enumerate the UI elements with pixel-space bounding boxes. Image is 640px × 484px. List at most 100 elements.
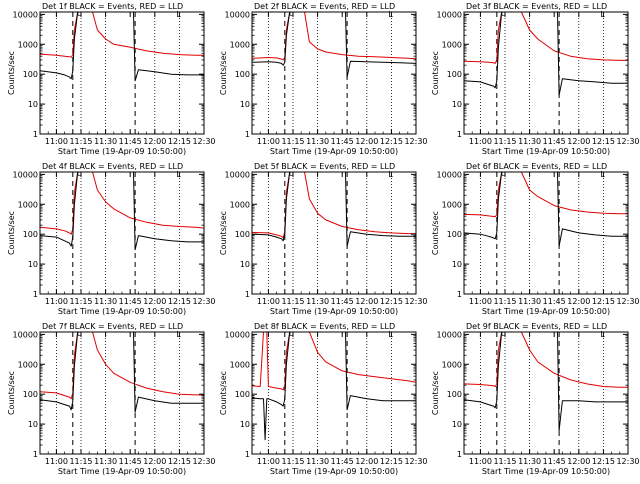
- x-tick-label: 11:30: [94, 137, 117, 146]
- x-axis-label: Start Time (19-Apr-09 10:50:00): [58, 467, 186, 476]
- y-tick-label: 10000: [225, 330, 250, 339]
- x-tick-label: 12:30: [616, 137, 639, 146]
- x-axis-label: Start Time (19-Apr-09 10:50:00): [482, 147, 610, 156]
- y-tick-label: 100: [447, 390, 462, 399]
- flag-label: c: [289, 169, 293, 178]
- y-tick-label: 1: [33, 290, 38, 299]
- y-tick-label: 10: [28, 260, 38, 269]
- x-axis-label: Start Time (19-Apr-09 10:50:00): [270, 147, 398, 156]
- x-tick-label: 12:30: [404, 457, 427, 466]
- series-line-lld: [252, 332, 416, 391]
- y-tick-label: 10000: [225, 170, 250, 179]
- y-tick-label: 1000: [18, 360, 38, 369]
- x-axis-label: Start Time (19-Apr-09 10:50:00): [58, 147, 186, 156]
- x-tick-label: 12:15: [592, 297, 615, 306]
- x-tick-label: 11:00: [45, 457, 68, 466]
- y-tick-label: 10000: [225, 10, 250, 19]
- series-line-events: [464, 172, 628, 247]
- y-tick-label: 10: [240, 260, 250, 269]
- y-tick-label: 1: [33, 450, 38, 459]
- series-line-lld: [252, 12, 416, 61]
- x-tick-label: 11:30: [306, 297, 329, 306]
- y-tick-label: 1000: [442, 40, 462, 49]
- x-tick-label: 12:15: [168, 137, 191, 146]
- x-tick-label: 12:30: [404, 137, 427, 146]
- y-tick-label: 100: [23, 70, 38, 79]
- series-line-events: [40, 12, 204, 82]
- y-axis-label: Counts/sec: [431, 371, 440, 415]
- y-tick-label: 1000: [442, 200, 462, 209]
- flag-label: c: [77, 169, 81, 178]
- y-tick-label: 1: [245, 290, 250, 299]
- series-line-lld: [464, 12, 628, 64]
- x-tick-label: 11:45: [331, 457, 354, 466]
- flag-label: c: [501, 329, 505, 338]
- x-tick-label: 11:00: [469, 297, 492, 306]
- y-tick-label: 1: [245, 450, 250, 459]
- y-tick-label: 1000: [230, 40, 250, 49]
- x-tick-label: 12:00: [567, 297, 590, 306]
- flag-label: c: [501, 9, 505, 18]
- x-axis-label: Start Time (19-Apr-09 10:50:00): [270, 307, 398, 316]
- chart-title: Det 9f BLACK = Events, RED = LLD: [466, 322, 607, 331]
- chart-title: Det 2f BLACK = Events, RED = LLD: [254, 2, 395, 11]
- y-tick-label: 100: [235, 230, 250, 239]
- series-line-events: [464, 332, 628, 432]
- x-tick-label: 11:30: [518, 457, 541, 466]
- y-tick-label: 1000: [230, 200, 250, 209]
- x-tick-label: 11:45: [543, 457, 566, 466]
- x-tick-label: 11:15: [281, 137, 304, 146]
- series-line-lld: [40, 12, 204, 58]
- x-tick-label: 12:00: [567, 457, 590, 466]
- x-tick-label: 11:15: [281, 457, 304, 466]
- x-tick-label: 11:30: [306, 137, 329, 146]
- x-axis-label: Start Time (19-Apr-09 10:50:00): [482, 467, 610, 476]
- series-line-events: [40, 172, 204, 251]
- x-tick-label: 12:00: [567, 137, 590, 146]
- x-tick-label: 11:45: [331, 297, 354, 306]
- x-tick-label: 12:00: [355, 297, 378, 306]
- chart-title: Det 7f BLACK = Events, RED = LLD: [42, 322, 183, 331]
- chart-title: Det 4f BLACK = Events, RED = LLD: [42, 162, 183, 171]
- series-line-lld: [252, 172, 416, 239]
- series-line-events: [40, 332, 204, 413]
- y-tick-label: 10: [240, 100, 250, 109]
- chart-title: Det 3f BLACK = Events, RED = LLD: [466, 2, 607, 11]
- x-tick-label: 12:00: [143, 457, 166, 466]
- y-tick-label: 1000: [442, 360, 462, 369]
- x-tick-label: 11:45: [543, 297, 566, 306]
- x-tick-label: 11:30: [306, 457, 329, 466]
- x-tick-label: 11:15: [493, 137, 516, 146]
- y-axis-label: Counts/sec: [219, 211, 228, 255]
- y-tick-label: 1: [245, 130, 250, 139]
- series-line-events: [252, 332, 416, 441]
- y-tick-label: 100: [447, 70, 462, 79]
- x-tick-label: 11:45: [119, 137, 142, 146]
- chart-title: Det 6f BLACK = Events, RED = LLD: [466, 162, 607, 171]
- x-tick-label: 11:00: [257, 137, 280, 146]
- y-tick-label: 10: [452, 100, 462, 109]
- x-tick-label: 11:15: [69, 297, 92, 306]
- x-tick-label: 12:30: [404, 297, 427, 306]
- y-tick-label: 10000: [437, 330, 462, 339]
- series-line-lld: [464, 332, 628, 388]
- y-axis-label: Counts/sec: [431, 211, 440, 255]
- x-tick-label: 11:00: [45, 297, 68, 306]
- x-tick-label: 11:00: [257, 297, 280, 306]
- y-tick-label: 1: [457, 290, 462, 299]
- x-tick-label: 12:00: [143, 137, 166, 146]
- y-axis-label: Counts/sec: [219, 51, 228, 95]
- x-tick-label: 11:30: [518, 137, 541, 146]
- x-tick-label: 11:30: [518, 297, 541, 306]
- y-tick-label: 10: [452, 420, 462, 429]
- x-axis-label: Start Time (19-Apr-09 10:50:00): [58, 307, 186, 316]
- x-tick-label: 11:00: [45, 137, 68, 146]
- x-axis-label: Start Time (19-Apr-09 10:50:00): [270, 467, 398, 476]
- x-tick-label: 11:45: [119, 457, 142, 466]
